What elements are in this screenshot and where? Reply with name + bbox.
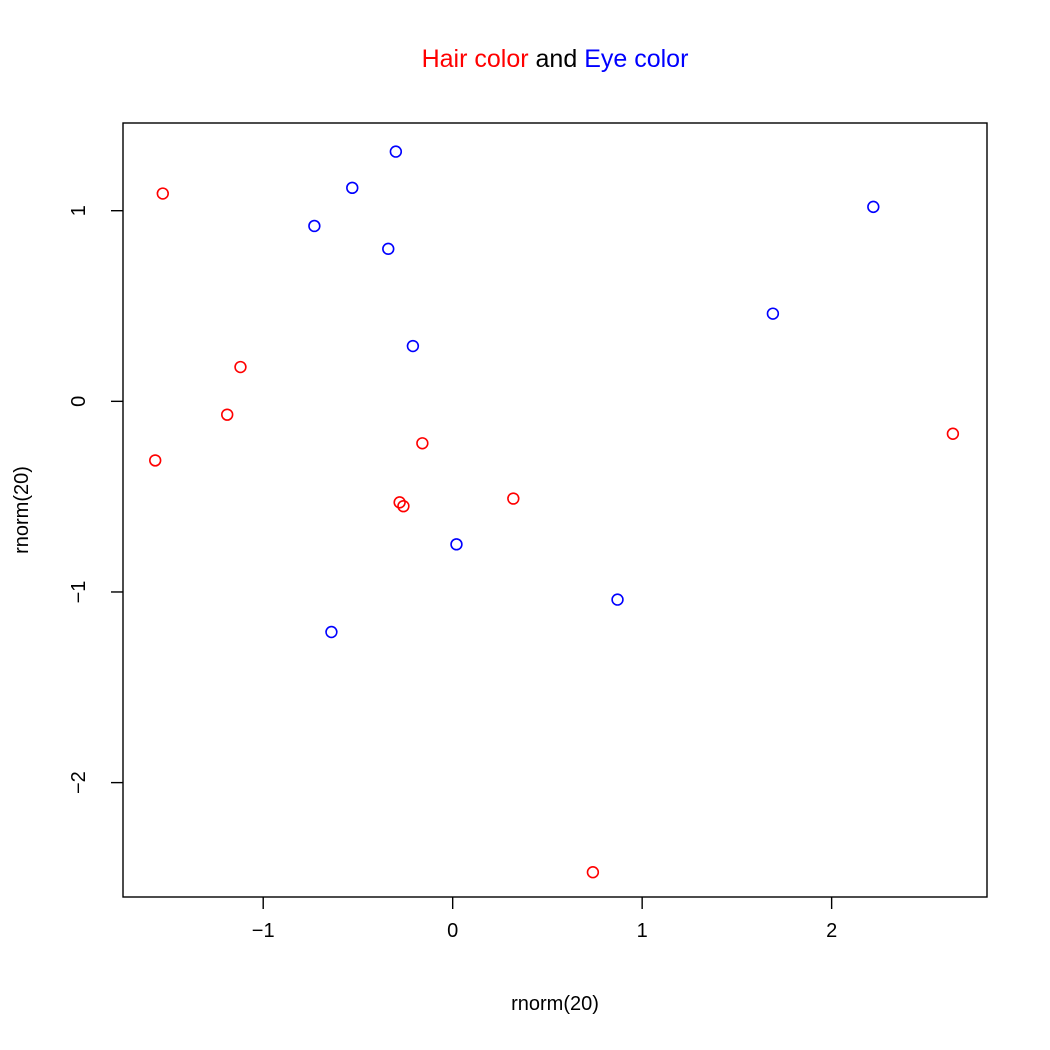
- data-point-series-1: [611, 593, 624, 606]
- data-point-series-1: [308, 219, 321, 233]
- title-part-0: Hair color: [422, 45, 529, 73]
- x-axis: −1 0 1 2: [252, 897, 837, 942]
- data-point-series-0: [586, 866, 600, 879]
- data-points: [149, 145, 960, 879]
- data-point-series-0: [221, 408, 234, 421]
- data-point-series-0: [149, 454, 162, 467]
- data-point-series-1: [382, 242, 395, 256]
- data-point-series-1: [346, 181, 359, 195]
- y-axis-title: rnorm(20): [11, 466, 33, 554]
- title-part-1: and: [529, 45, 585, 73]
- data-point-series-1: [766, 307, 780, 320]
- y-tick-label: −1: [68, 581, 90, 604]
- data-point-series-1: [325, 625, 338, 639]
- data-point-series-1: [450, 538, 463, 551]
- plot-frame: [122, 122, 988, 898]
- x-tick-label: 0: [447, 920, 458, 942]
- data-point-series-1: [406, 339, 420, 353]
- y-tick-label: 1: [68, 205, 90, 216]
- y-axis: −2 −1 0 1: [68, 205, 123, 794]
- data-point-series-0: [416, 437, 429, 450]
- data-point-series-1: [867, 200, 880, 214]
- x-tick-label: 1: [637, 920, 648, 942]
- data-point-series-0: [156, 187, 169, 200]
- title-part-2: Eye color: [584, 45, 688, 73]
- data-point-series-0: [234, 360, 247, 374]
- x-tick-label: −1: [252, 920, 275, 942]
- x-tick-label: 2: [826, 920, 837, 942]
- y-tick-label: −2: [68, 771, 90, 794]
- chart-title: Hair color and Eye color: [422, 45, 689, 73]
- data-point-series-0: [397, 499, 410, 513]
- data-point-series-0: [946, 427, 960, 440]
- y-tick-label: 0: [68, 396, 90, 407]
- data-point-series-0: [393, 496, 406, 509]
- data-point-series-0: [507, 492, 520, 505]
- x-axis-title: rnorm(20): [511, 993, 599, 1015]
- data-point-series-1: [389, 145, 403, 158]
